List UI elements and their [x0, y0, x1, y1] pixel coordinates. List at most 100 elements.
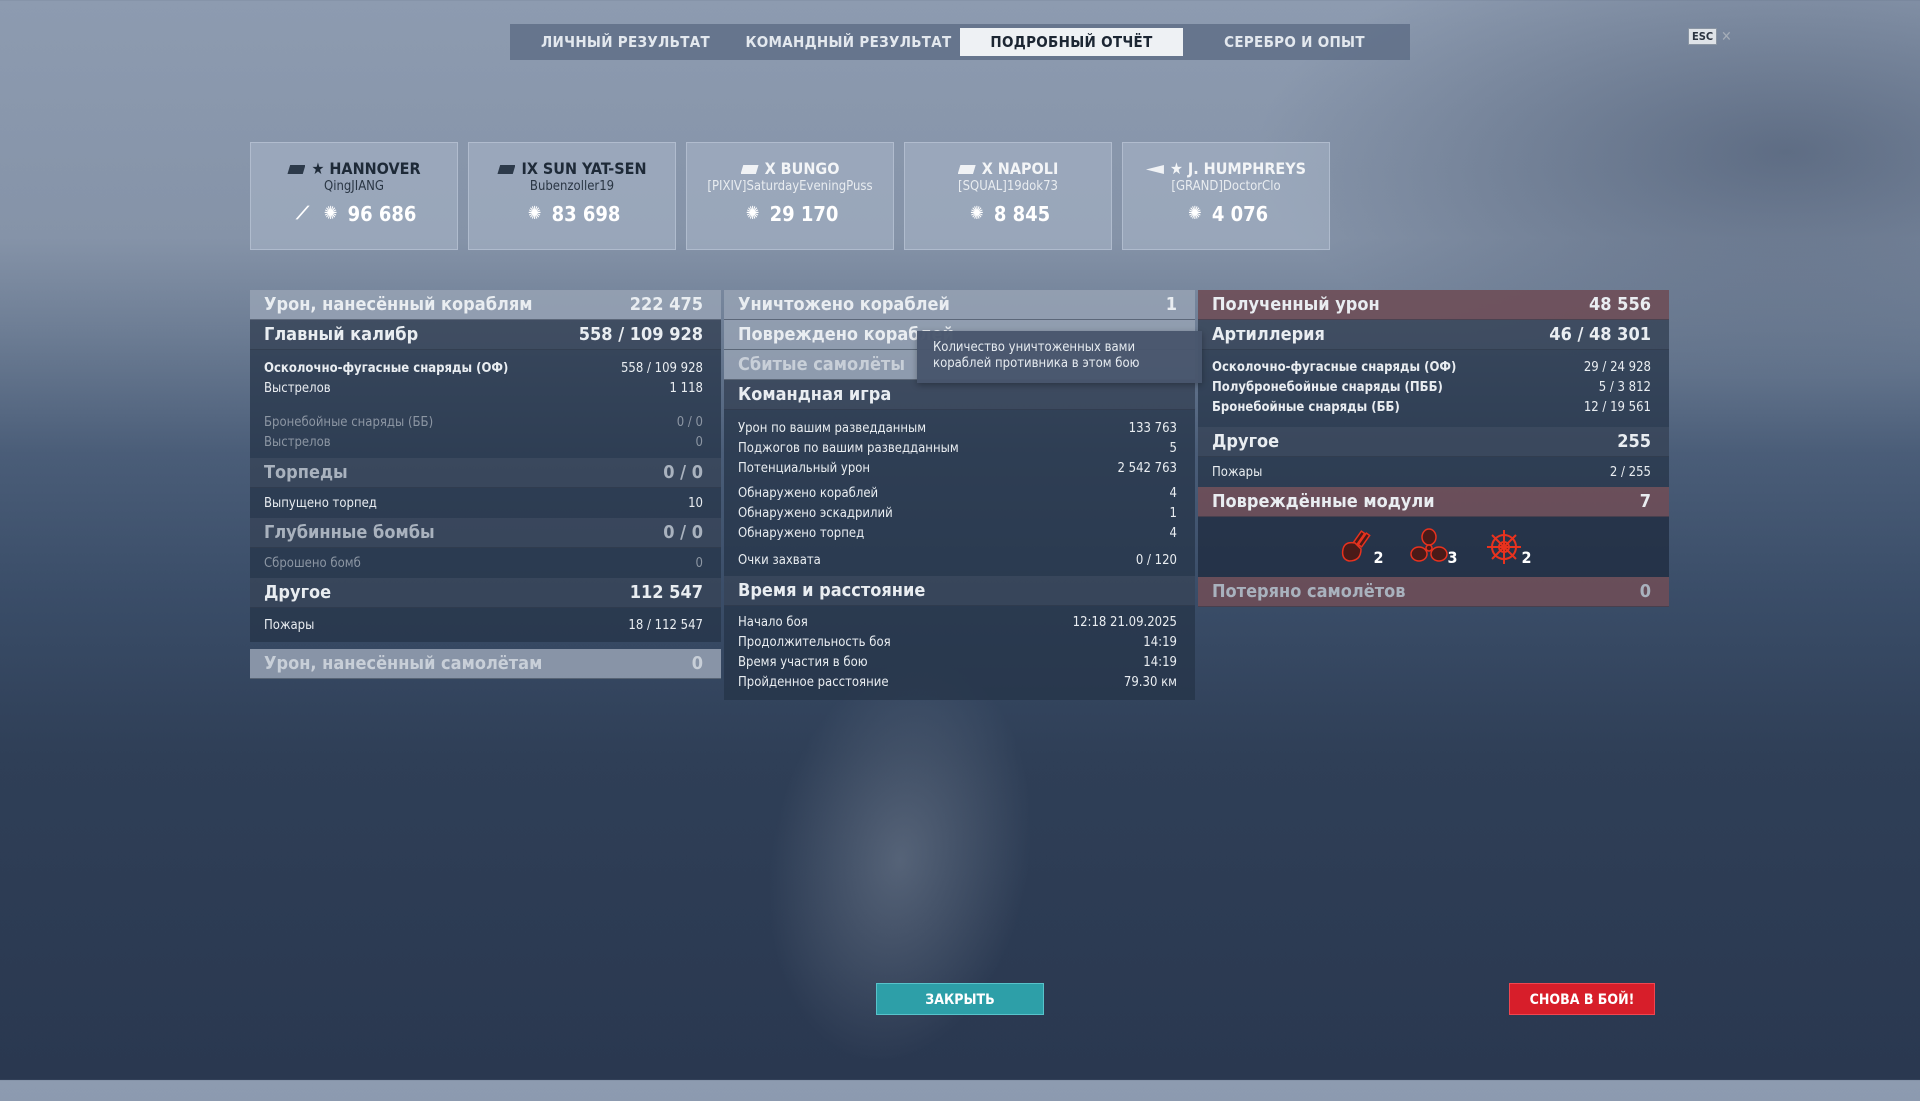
stat-label: Начало боя: [738, 614, 808, 630]
stat-label: Полубронебойные снаряды (ПББ): [1212, 379, 1443, 395]
battle-again-button[interactable]: СНОВА В БОЙ!: [1509, 983, 1655, 1015]
depth-charges-dropped-row: Сброшено бомб 0: [250, 548, 721, 578]
damage-value: 29 170: [769, 202, 839, 226]
stat-value: 2 / 255: [1609, 464, 1651, 480]
tab-team-result[interactable]: КОМАНДНЫЙ РЕЗУЛЬТАТ: [745, 33, 952, 51]
stat-value: 1: [1165, 294, 1177, 315]
player-name: QingJIANG: [324, 179, 384, 194]
time-distance-header: Время и расстояние: [724, 576, 1195, 606]
stat-value: 1: [1169, 505, 1177, 521]
ship-card[interactable]: ★ J. HUMPHREYS [GRAND]DoctorClo ✺ 4 076: [1122, 142, 1330, 250]
tab-detailed-report[interactable]: ПОДРОБНЫЙ ОТЧЁТ: [960, 28, 1183, 56]
stat-label: Сбитые самолёты: [738, 354, 905, 375]
ship-card[interactable]: X BUNGO [PIXIV]SaturdayEveningPuss ✺ 29 1…: [686, 142, 894, 250]
depth-charges-row: Глубинные бомбы 0 / 0: [250, 518, 721, 548]
damage-burst-icon: ✺: [527, 203, 542, 224]
stat-value: 1 118: [669, 380, 703, 396]
esc-key[interactable]: ESC: [1688, 28, 1718, 45]
teamwork-header: Командная игра: [724, 380, 1195, 410]
he-shots-row: Выстрелов 1 118: [250, 378, 721, 398]
team-row: Обнаружено торпед 4: [724, 523, 1195, 543]
player-name: Bubenzoller19: [529, 179, 615, 194]
module-item: 3: [1409, 527, 1458, 567]
stat-label: Урон по вашим разведданным: [738, 420, 927, 436]
damage-burst-icon: ✺: [970, 203, 984, 224]
steering-wheel-icon: [1486, 530, 1521, 564]
stat-value: 46 / 48 301: [1549, 324, 1651, 345]
esc-close[interactable]: ESC ✕: [1688, 28, 1732, 45]
ship-name: ★ J. HUMPHREYS: [1123, 159, 1329, 178]
team-row: Обнаружено кораблей 4: [724, 483, 1195, 503]
stat-label: Повреждено кораблей: [738, 324, 954, 345]
stat-value: 14:19: [1143, 654, 1177, 670]
team-row: Поджогов по вашим разведданным 5: [724, 438, 1195, 458]
ship-name: X NAPOLI: [905, 159, 1111, 178]
close-icon[interactable]: ✕: [1721, 28, 1732, 45]
stat-label: Выстрелов: [264, 434, 331, 450]
propeller-icon: [1410, 528, 1449, 562]
stat-value: 0 / 0: [676, 414, 703, 430]
module-item: 2: [1335, 527, 1383, 567]
player-name: [GRAND]DoctorClo: [1171, 179, 1281, 194]
stat-label: Торпеды: [264, 462, 348, 483]
ships-destroyed-row[interactable]: Уничтожено кораблей 1: [724, 290, 1195, 320]
stat-value: 0: [691, 653, 703, 674]
stat-label: Очки захвата: [738, 552, 821, 568]
stat-label: Осколочно-фугасные снаряды (ОФ): [264, 360, 509, 376]
ap-shells-row: Бронебойные снаряды (ББ) 0 / 0: [250, 412, 721, 432]
team-row: Обнаружено эскадрилий 1: [724, 503, 1195, 523]
stat-label: Продолжительность боя: [738, 634, 891, 650]
damaged-ships-list: ★ HANNOVER QingJIANG ⟋ ✺ 96 686 IX SUN YAT…: [250, 142, 1330, 250]
stat-value: 7: [1639, 491, 1651, 512]
stat-label: Осколочно-фугасные снаряды (ОФ): [1212, 359, 1457, 375]
planes-lost-row: Потеряно самолётов 0: [1198, 577, 1669, 607]
tab-personal-result[interactable]: ЛИЧНЫЙ РЕЗУЛЬТАТ: [541, 33, 710, 51]
stat-label: Главный калибр: [264, 324, 419, 345]
stat-label: Урон, нанесённый кораблям: [264, 294, 533, 315]
ship-class-icon: [957, 165, 976, 174]
damage-value: 96 686: [347, 202, 417, 226]
stat-label: Уничтожено кораблей: [738, 294, 950, 315]
torpedoes-launched-row: Выпущено торпед 10: [250, 488, 721, 518]
ship-card[interactable]: IX SUN YAT-SEN Bubenzoller19 ✺ 83 698: [468, 142, 676, 250]
ship-card[interactable]: X NAPOLI [SQUAL]19dok73 ✺ 8 845: [904, 142, 1112, 250]
fires-row: Пожары 18 / 112 547: [250, 608, 721, 642]
stat-label: Бронебойные снаряды (ББ): [264, 414, 434, 430]
stat-value: 12:18 21.09.2025: [1072, 614, 1177, 630]
stat-label: Пожары: [1212, 464, 1263, 480]
artillery-shell-row: Бронебойные снаряды (ББ) 12 / 19 561: [1198, 397, 1669, 417]
player-name: [PIXIV]SaturdayEveningPuss: [707, 179, 873, 194]
stat-value: 112 547: [629, 582, 703, 603]
stat-value: 79.30 км: [1123, 674, 1177, 690]
time-row: Пройденное расстояние 79.30 км: [724, 672, 1195, 692]
time-row: Время участия в бою 14:19: [724, 652, 1195, 672]
stat-value: 558 / 109 928: [620, 360, 703, 376]
stat-value: 222 475: [629, 294, 703, 315]
ship-card[interactable]: ★ HANNOVER QingJIANG ⟋ ✺ 96 686: [250, 142, 458, 250]
ship-name: IX SUN YAT-SEN: [469, 159, 675, 178]
stat-value: 18 / 112 547: [628, 617, 703, 633]
stat-label: Выпущено торпед: [264, 495, 377, 511]
stat-value: 4: [1169, 485, 1177, 501]
stat-label: Пожары: [264, 617, 315, 633]
close-button[interactable]: ЗАКРЫТЬ: [876, 983, 1044, 1015]
damaged-modules-list: 2 3 2: [1198, 517, 1669, 577]
stat-label: Повреждённые модули: [1212, 491, 1435, 512]
team-row: Потенциальный урон 2 542 763: [724, 458, 1195, 478]
stat-value: 133 763: [1128, 420, 1177, 436]
stat-value: 0: [695, 434, 703, 450]
stat-value: 5: [1169, 440, 1177, 456]
damage-burst-icon: ✺: [745, 203, 760, 224]
stat-value: 12 / 19 561: [1583, 399, 1651, 415]
stat-value: 558 / 109 928: [578, 324, 703, 345]
stat-value: 29 / 24 928: [1583, 359, 1651, 375]
artillery-shell-row: Полубронебойные снаряды (ПББ) 5 / 3 812: [1198, 377, 1669, 397]
other-received-row: Другое 255: [1198, 427, 1669, 457]
stat-label: Полученный урон: [1212, 294, 1380, 315]
stat-label: Другое: [1212, 431, 1280, 452]
tab-credits-xp[interactable]: СЕРЕБРО И ОПЫТ: [1224, 33, 1365, 51]
stat-label: Потенциальный урон: [738, 460, 871, 476]
stat-label: Урон, нанесённый самолётам: [264, 653, 543, 674]
torpedoes-row: Торпеды 0 / 0: [250, 458, 721, 488]
stat-label: Поджогов по вашим разведданным: [738, 440, 959, 456]
